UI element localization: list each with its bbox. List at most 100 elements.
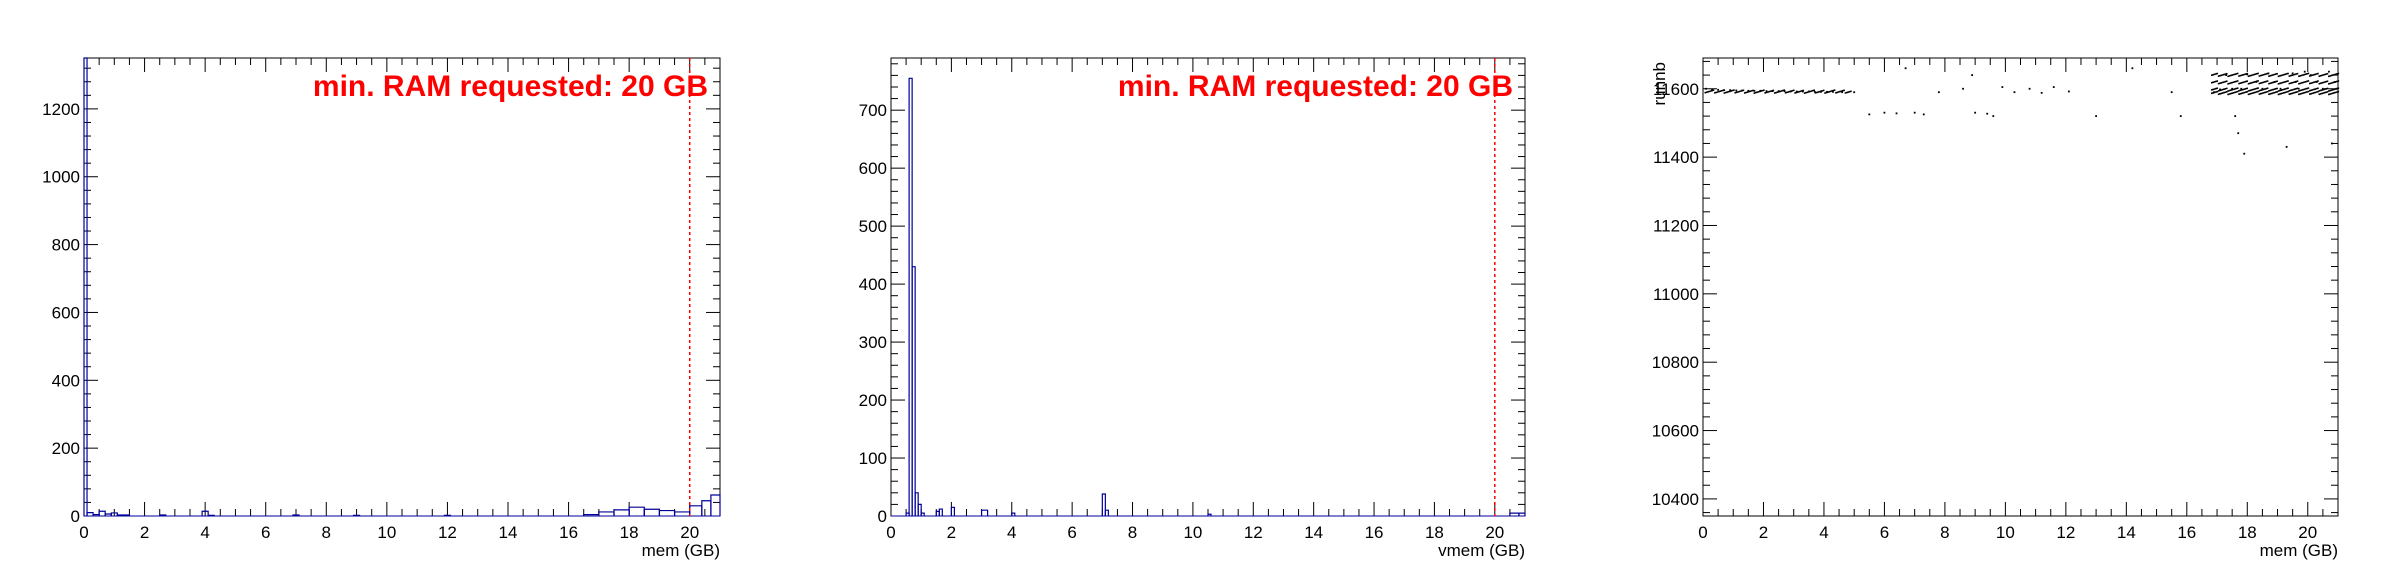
scatter-point [2273,88,2276,91]
scatter-point [2273,73,2276,76]
scatter-point [2280,92,2282,95]
scatter-point [1722,89,1724,92]
x-tick-label: 16 [1365,523,1384,542]
y-tick-label: 0 [878,507,887,526]
scatter-point [2240,92,2243,95]
scatter-point [2221,92,2224,94]
scatter-point [1831,90,1833,92]
x-tick-label: 14 [2117,523,2136,542]
scatter-point [1787,91,1790,93]
scatter-point [2239,74,2242,77]
scatter-point [2251,74,2254,76]
scatter-point [1795,90,1798,93]
histogram-bin [98,510,106,516]
scatter-point [1805,91,1807,94]
scatter-point [1730,90,1732,92]
scatter-point [2311,74,2314,76]
scatter-point [2251,92,2254,94]
scatter-point [2298,75,2300,78]
scatter-point [1814,92,1817,94]
scatter-point [1971,74,1974,76]
scatter-point [2308,89,2311,92]
scatter-point [1735,91,1738,94]
scatter-point [2323,88,2326,91]
plot-frame [83,57,721,517]
scatter-point [2228,82,2231,85]
scatter-point [2295,87,2297,90]
y-tick-label: 600 [52,303,80,322]
scatter-point [2291,92,2293,95]
scatter-point [2261,89,2263,91]
histogram-bin [116,514,131,516]
scatter-point [2283,73,2285,76]
scatter-point [2270,89,2273,91]
scatter-point [2326,91,2329,93]
scatter-point [2287,72,2289,75]
scatter-point [2274,88,2277,90]
scatter-point [2296,80,2299,82]
scatter-point [2299,82,2302,85]
x-tick-label: 20 [680,523,699,542]
scatter-point [2321,92,2323,95]
scatter-point [2247,75,2250,78]
scatter-point [2243,152,2246,155]
histogram-bin [1207,513,1212,516]
scatter-point [2296,87,2299,90]
scatter-point [2279,89,2281,92]
scatter-point [2269,93,2272,95]
scatter-point [2227,75,2229,78]
scatter-point [2240,89,2243,91]
scatter-point [2040,91,2043,94]
scatter-point [2239,92,2242,95]
scatter-point [2328,75,2330,78]
histogram-bin [207,514,215,516]
scatter-point [2314,88,2317,90]
scatter-point [2304,88,2307,90]
scatter-point [1773,92,1776,94]
scatter-point [2277,93,2280,96]
x-axis-title: vmem (GB) [1438,541,1525,560]
scatter-point [2249,75,2251,77]
scatter-point [1817,91,1820,93]
scatter-point [2292,88,2295,91]
scatter-point [2246,87,2248,90]
scatter-point [2232,73,2235,76]
scatter-point [2246,90,2248,93]
scatter-point [2262,88,2265,91]
scatter-point [1798,90,1801,93]
scatter-point [2215,91,2217,93]
scatter-point [2211,74,2213,76]
runnb-vs-mem-scatter-chart: 0 2 4 6 8 10 12 14 16 18 20 10400 10600 10800 11000 112… [1650,57,2340,560]
threshold-annotation: min. RAM requested: 20 GB [313,70,708,103]
scatter-point [2304,80,2307,83]
scatter-point [1767,91,1769,93]
scatter-point [2245,91,2247,93]
scatter-point [2307,87,2310,89]
scatter-point [2247,82,2250,85]
scatter-point [2289,82,2292,84]
scatter-point [2281,92,2284,95]
scatter-point [2228,75,2231,77]
scatter-point [2329,82,2331,85]
histogram-bin [628,506,645,516]
x-tick-label: 18 [2238,523,2257,542]
scatter-point [2319,89,2322,92]
scatter-point [2329,89,2331,92]
scatter-point [2306,80,2308,83]
scatter-point [2268,75,2270,77]
scatter-point [2236,72,2239,75]
scatter-point [2295,73,2297,75]
scatter-point [1771,90,1774,93]
scatter-point [2216,90,2219,93]
scatter-point [1764,92,1766,94]
x-tick-label: 10 [377,523,396,542]
scatter-point [2288,75,2291,77]
scatter-point [2255,91,2258,93]
scatter-point [2337,72,2340,75]
scatter-point [2265,87,2268,90]
histogram-bin [710,494,721,516]
x-tick-label: 8 [1940,523,1949,542]
scatter-point [2315,81,2318,83]
y-tick-label: 0 [71,507,80,526]
scatter-point [2284,73,2287,76]
